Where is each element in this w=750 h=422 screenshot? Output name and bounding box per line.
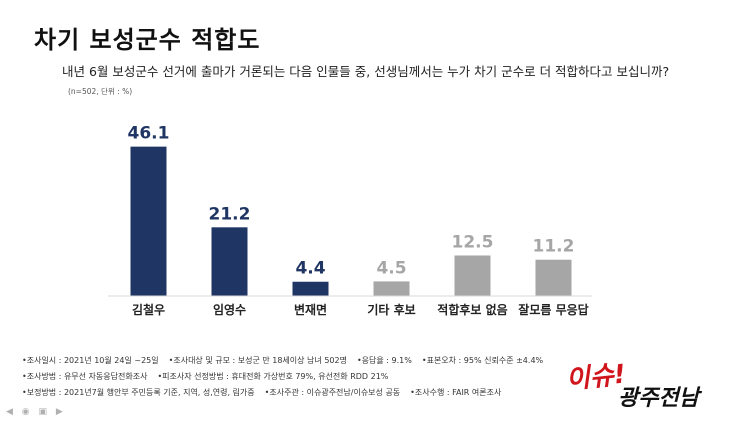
- survey-footer: •조사일시 : 2021년 10월 24일 ~25일 •조사대상 및 규모 : 보…: [22, 353, 742, 401]
- chart-title: 차기 보성군수 적합도: [34, 26, 261, 54]
- footer-item: •조사대상 및 규모 : 보성군 만 18세이상 남녀 502명: [168, 356, 347, 365]
- bar-1: [130, 146, 167, 296]
- category-label-1: 김철우: [132, 302, 165, 317]
- category-label-4: 기타 후보: [367, 302, 415, 317]
- footer-row: •보정방법 : 2021년7월 행안부 주민등록 기준, 지역, 성,연령, 림…: [22, 385, 742, 401]
- slide-controls[interactable]: ◀ ◉ ▣ ▶: [6, 407, 66, 417]
- footer-item: •피조사자 선정방법 : 휴대전화 가상번호 79%, 유선전화 RDD 21%: [157, 372, 389, 381]
- value-label-3: 4.4: [295, 259, 325, 279]
- category-label-2: 임영수: [213, 302, 246, 317]
- footer-row: •조사일시 : 2021년 10월 24일 ~25일 •조사대상 및 규모 : 보…: [22, 353, 742, 369]
- footer-item: •조사방법 : 유무선 자동응답전화조사: [22, 372, 148, 381]
- footer-item: •조사일시 : 2021년 10월 24일 ~25일: [22, 356, 159, 365]
- category-label-3: 변재면: [294, 302, 327, 317]
- footer-item: •표본오차 : 95% 신뢰수준 ±4.4%: [421, 356, 544, 365]
- survey-question: 내년 6월 보성군수 선거에 출마가 거론되는 다음 인물들 중, 선생님께서는…: [62, 62, 702, 102]
- value-label-1: 46.1: [128, 124, 170, 144]
- logo-line2: 광주전남: [618, 386, 703, 411]
- bar-5: [454, 255, 491, 296]
- issue-gwangju-jeonnam-logo: 이슈! 광주전남: [560, 355, 730, 417]
- bar-chart: 46.1 김철우 21.2 임영수 4.4 변재면 4.5 기타 후보 12.5 적합후보 없음 1…: [108, 124, 592, 317]
- footer-item: •조사수행 : FAIR 여론조사: [410, 388, 502, 397]
- bar-6: [535, 259, 572, 296]
- category-label-6: 잘모름 무응답: [518, 302, 588, 317]
- logo-line1: 이슈!: [565, 359, 628, 395]
- value-label-2: 21.2: [209, 204, 251, 224]
- value-label-5: 12.5: [452, 233, 494, 253]
- value-label-4: 4.5: [376, 258, 406, 278]
- footer-item: •응답율 : 9.1%: [356, 356, 412, 365]
- value-label-6: 11.2: [533, 237, 575, 257]
- bar-4: [373, 281, 410, 296]
- bar-3: [292, 281, 329, 296]
- bar-2: [211, 227, 248, 296]
- question-text: 내년 6월 보성군수 선거에 출마가 거론되는 다음 인물들 중, 선생님께서는…: [62, 64, 670, 79]
- bars-group: 46.1 김철우 21.2 임영수 4.4 변재면 4.5 기타 후보 12.5 적합후보 없음 1…: [128, 124, 589, 317]
- sample-note: (n=502, 단위 : %): [68, 87, 133, 96]
- footer-row: •조사방법 : 유무선 자동응답전화조사 •피조사자 선정방법 : 휴대전화 가상…: [22, 369, 742, 385]
- category-label-5: 적합후보 없음: [437, 302, 507, 317]
- footer-item: •보정방법 : 2021년7월 행안부 주민등록 기준, 지역, 성,연령, 림…: [22, 388, 255, 397]
- footer-item: •조사주관 : 이슈광주전남/이슈보성 공동: [264, 388, 401, 397]
